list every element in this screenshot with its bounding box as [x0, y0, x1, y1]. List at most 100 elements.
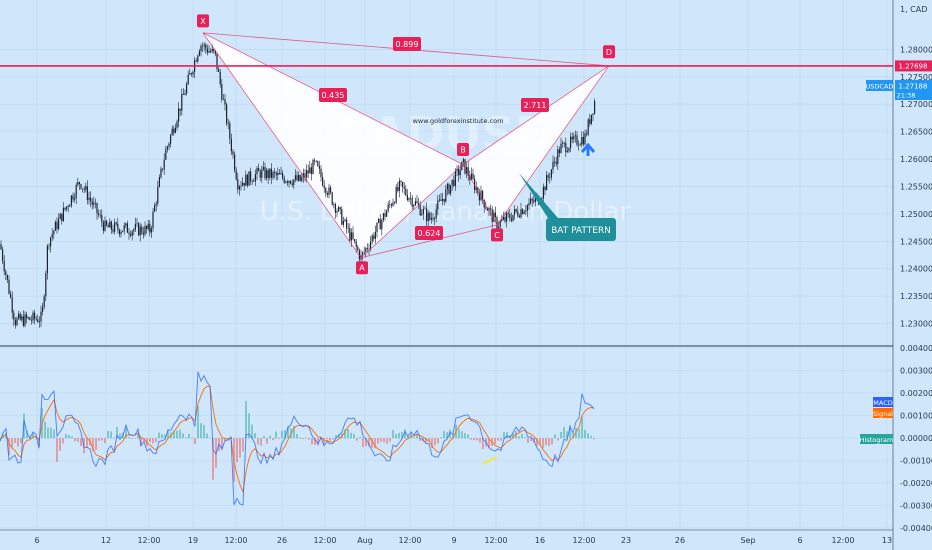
time-tick-label: 13 [882, 536, 892, 545]
macd-tick-label: 0.00000 [900, 434, 932, 443]
histogram-bar [161, 434, 163, 439]
histogram-bar [80, 438, 82, 446]
histogram-bar [278, 438, 280, 439]
pattern-point-badge[interactable] [603, 45, 615, 59]
histogram-bar [593, 438, 595, 440]
price-tick-label: 1.27000 [900, 100, 932, 109]
time-tick-label: 12:00 [313, 536, 336, 545]
histogram-bar [467, 434, 469, 439]
histogram-bar [251, 424, 253, 439]
price-axis-ticks: 1.28000 1.27500 1.27000 1.26500 1.26000 1.255… [900, 45, 932, 328]
histogram-bar [521, 433, 523, 439]
pattern-leg[interactable] [496, 65, 610, 226]
time-tick-label: 12:00 [224, 536, 247, 545]
histogram-bar [194, 438, 196, 444]
price-tick-label: 1.23000 [900, 320, 932, 329]
time-tick-label: 12:00 [398, 536, 421, 545]
signal-legend-label: Signal [873, 410, 893, 418]
histogram-bar [470, 438, 472, 440]
histogram-bar [350, 432, 352, 439]
last-price-symbol: USDCAD [866, 83, 894, 91]
callout-pointer [519, 173, 558, 218]
histogram-bar [14, 438, 16, 444]
histogram-bar [35, 436, 37, 439]
pattern-leg[interactable] [202, 32, 362, 258]
histogram-bar [17, 438, 19, 447]
histogram-bar [176, 430, 178, 439]
pattern-point-badge[interactable] [356, 261, 368, 275]
histogram-bar [59, 438, 61, 451]
pattern-point-badge[interactable] [457, 143, 469, 157]
histogram-bar [539, 438, 541, 446]
histogram-bar [437, 438, 439, 444]
candles-layer [0, 42, 596, 329]
histogram-bar [323, 438, 325, 445]
histogram-bar [392, 430, 394, 439]
pattern-point-label: X [200, 17, 206, 26]
histogram-bar [44, 421, 46, 439]
ratio-label: 0.624 [418, 229, 441, 238]
histogram-bar [284, 430, 286, 439]
histogram-bar [269, 435, 271, 439]
histogram-bar [563, 426, 565, 439]
bat-pattern-fill [203, 32, 609, 258]
histogram-bar [503, 432, 505, 439]
pattern-point-badge[interactable] [197, 14, 209, 28]
pattern-point-badge[interactable] [491, 228, 503, 242]
macd-tick-label: -0.00200 [900, 479, 932, 488]
pattern-leg[interactable] [462, 65, 610, 165]
histogram-bar [560, 432, 562, 439]
time-tick-label: 12:00 [831, 536, 854, 545]
histogram-bar [554, 434, 556, 439]
histogram-bar [581, 416, 583, 439]
histogram-bar [260, 438, 262, 446]
histogram-bar [200, 423, 202, 439]
histogram-bar [362, 438, 364, 448]
histogram-bar [128, 437, 130, 439]
histogram-bar [377, 438, 379, 444]
macd-axis-ticks: 0.00400 0.00300 0.00200 0.00100 0.00000 -0.00… [900, 344, 932, 533]
ratio-badge [319, 88, 347, 102]
price-tick-label: 1.28000 [900, 45, 932, 54]
histogram-bar [440, 437, 442, 439]
histogram-bar [149, 438, 151, 443]
pattern-triangle [203, 32, 463, 258]
macd-legend: MACD Signal Histogram [860, 397, 893, 444]
histogram-bar [479, 438, 481, 443]
macd-tick-label: 0.00200 [900, 389, 932, 398]
histogram-bar [68, 434, 70, 439]
histogram-bar [101, 438, 103, 441]
pattern-leg[interactable] [360, 224, 498, 259]
histogram-bar [500, 438, 502, 441]
time-axis-ticks[interactable]: 6 12 12:00 19 12:00 26 12:00 Aug 12:00 9 12:00 16 12… [34, 536, 892, 545]
histogram-bar [551, 438, 553, 445]
histogram-bar [584, 429, 586, 439]
pattern-leg[interactable] [360, 164, 464, 259]
histogram-bar [572, 433, 574, 439]
histogram-bar [206, 433, 208, 439]
histogram-bar [2, 433, 4, 439]
histogram-bar [374, 438, 376, 449]
time-tick-label: 19 [188, 536, 198, 545]
currency-label: 1, CAD [900, 5, 927, 14]
bat-pattern-callout[interactable]: BAT PATTERN [519, 173, 616, 241]
histogram-bar [446, 432, 448, 439]
histogram-bar [518, 436, 520, 439]
time-tick-label: 23 [621, 536, 631, 545]
histogram-bar [305, 437, 307, 439]
pattern-leg[interactable] [462, 164, 498, 226]
histogram-bar [578, 429, 580, 439]
callout-text: BAT PATTERN [551, 226, 611, 236]
price-tick-label: 1.25500 [900, 182, 932, 191]
histogram-bar [356, 438, 358, 441]
histogram-bar [119, 433, 121, 439]
histogram-bar [404, 429, 406, 439]
resistance-price-label: 1.27698 [899, 62, 928, 70]
resistance-price-tag: 1.27698 [895, 60, 932, 72]
histogram-bar [443, 431, 445, 439]
pattern-triangle [463, 65, 609, 225]
histogram-bar [116, 426, 118, 439]
histogram-bar [248, 413, 250, 439]
macd-line [0, 371, 595, 506]
